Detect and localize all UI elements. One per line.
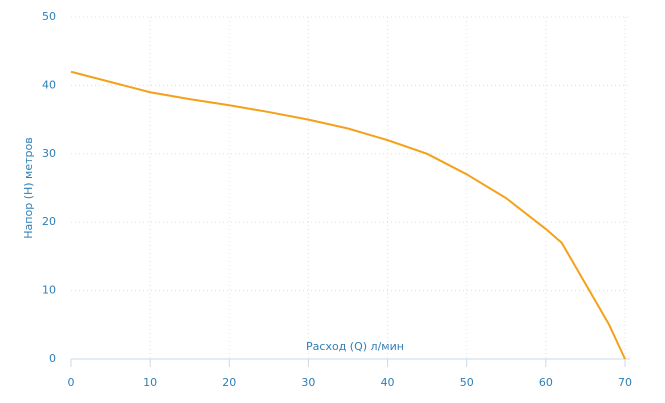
x-tick-label: 70 [618,376,632,389]
x-tick-label: 20 [222,376,236,389]
y-tick-label: 50 [42,10,56,23]
x-tick-label: 10 [143,376,157,389]
line [70,70,626,360]
x-tick-label: 30 [301,376,315,389]
x-tick-label: 40 [381,376,395,389]
y-tick-label: 30 [42,147,56,160]
y-tick-label: 0 [49,352,56,365]
y-tick-label: 20 [42,215,56,228]
y-tick-label: 40 [42,78,56,91]
x-tick-label: 0 [68,376,75,389]
x-tick-label: 60 [539,376,553,389]
x-tick-label: 50 [460,376,474,389]
x-axis-label: Расход (Q) л/мин [306,340,404,353]
y-axis-label: Напор (H) метров [22,137,35,238]
y-tick-label: 10 [42,284,56,297]
